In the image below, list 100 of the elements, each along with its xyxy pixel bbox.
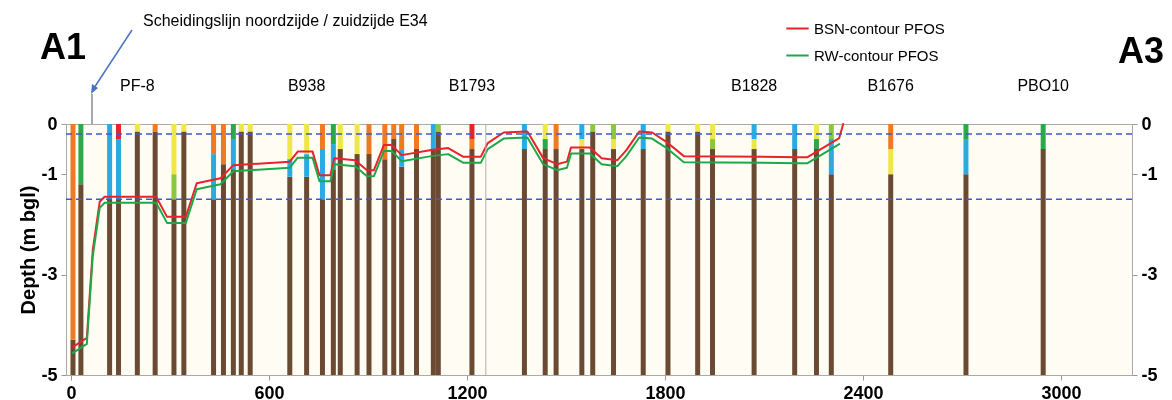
bar [963,124,969,140]
bar [304,176,310,375]
bar [382,159,388,375]
bar [134,124,140,132]
bar [553,124,559,150]
bar [181,131,187,375]
bar [710,139,716,150]
bar [330,124,336,145]
y-tick-label: -3 [41,264,58,285]
annotation: B1828 [730,77,778,94]
x-tick-label: 1800 [645,382,686,400]
bar [792,149,798,375]
y2-tick-label: 0 [1141,113,1152,134]
bar [469,149,475,375]
bar [553,149,559,375]
bar [435,131,441,375]
bar [181,124,187,132]
bar [287,124,293,160]
bar [171,174,177,200]
bar [319,149,325,200]
bar [211,199,217,375]
annotation: B938 [287,77,326,94]
bar [152,124,158,132]
x-tick-label: 2400 [843,382,884,400]
bar [963,174,969,375]
bar [287,176,293,375]
bar [828,174,834,375]
text: A1 [40,26,87,68]
bar [391,139,397,375]
bar [1040,149,1046,375]
bar [230,124,236,140]
bar [611,149,617,375]
bar [399,124,405,150]
bar [337,124,343,150]
y2-tick-label: -1 [1141,163,1158,184]
bar [695,131,701,375]
bar [78,184,84,375]
bar [813,139,819,150]
bar [414,124,420,150]
annotation: B1676 [867,77,914,94]
x-tick-label: 0 [66,382,77,400]
bar [665,124,671,132]
bar [220,124,226,165]
bar [710,124,716,140]
annotation: PF-8 [119,77,155,94]
bar [751,149,757,375]
bar [171,124,177,175]
bar [695,124,701,132]
bar [640,149,646,375]
x-tick-label: 3000 [1041,382,1082,400]
bar [828,124,834,140]
bar [579,149,585,375]
bar [211,124,217,155]
y-tick-label: -1 [41,163,58,184]
y2-tick-label: -3 [1141,264,1158,285]
bar [70,124,76,340]
bar [319,199,325,375]
bar [399,166,405,375]
legend-label: BSN-contour PFOS [814,19,945,37]
bar [590,124,596,132]
bar [888,174,894,375]
bar [134,131,140,375]
bar [230,169,236,375]
bar [152,131,158,375]
bar [78,124,84,185]
bar [521,149,527,375]
bar [813,124,819,140]
bar [710,149,716,375]
annotation: B1793 [448,77,496,94]
bar [590,131,596,375]
bar [366,154,372,375]
bar [542,124,548,140]
bar [70,339,76,375]
bar [230,139,236,170]
bar [469,124,475,140]
bar [391,124,397,140]
bar [354,124,360,155]
bar [238,124,244,132]
bar [888,124,894,150]
x-tick-label: 1200 [447,382,488,400]
annotation: PBO10 [1017,77,1070,94]
bar [354,154,360,375]
bar [414,149,420,375]
bar [366,124,372,155]
bar [171,199,177,375]
bar [107,199,113,375]
bar [963,139,969,175]
bar [319,124,325,150]
bar [665,131,671,375]
bar [337,149,343,375]
x-tick-label: 600 [254,382,285,400]
bar [238,131,244,375]
bar [542,139,548,150]
bar [116,199,122,375]
bar [304,154,310,177]
bar [469,139,475,150]
bar [542,149,548,375]
bar [247,131,253,375]
bar [220,164,226,375]
y2-tick-label: -5 [1141,364,1158,385]
